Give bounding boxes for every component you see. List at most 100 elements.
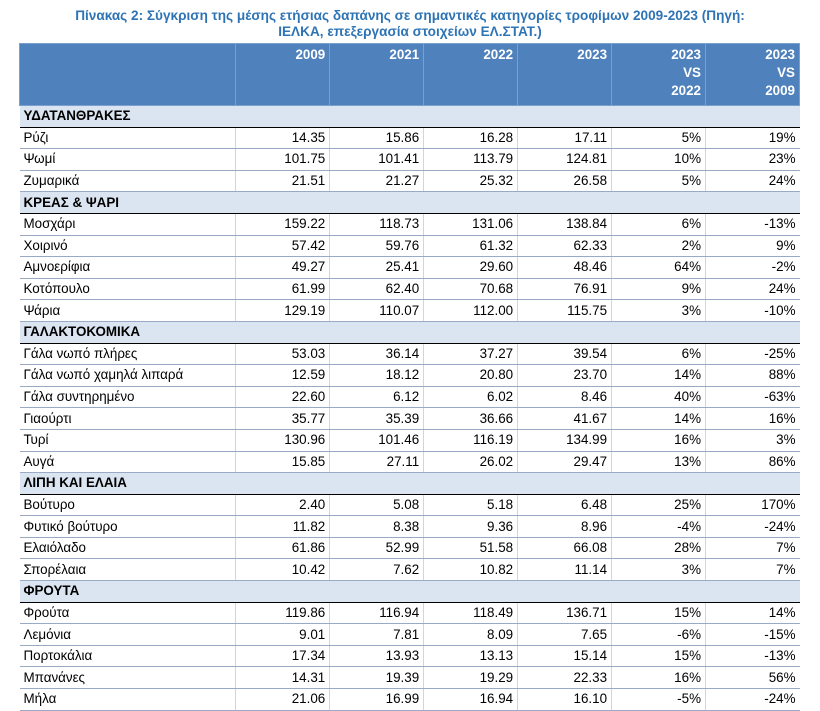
value-2021: 15.86 xyxy=(329,127,425,150)
change-vs-2009: 3% xyxy=(705,429,800,452)
value-2023: 16.10 xyxy=(517,688,613,711)
table-row: Μοσχάρι 159.22 118.73 131.06 138.84 6% -13% xyxy=(19,213,800,236)
value-2022: 51.58 xyxy=(423,537,519,560)
value-2023: 8.96 xyxy=(517,515,613,538)
value-2009: 17.34 xyxy=(235,645,331,668)
value-2009: 130.96 xyxy=(235,429,331,452)
category-title: ΛΙΠΗ ΚΑΙ ΕΛΑΙΑ xyxy=(19,472,800,495)
value-2022: 116.19 xyxy=(423,429,519,452)
category-title: ΥΔΑΤΑΝΘΡΑΚΕΣ xyxy=(19,105,800,128)
caption-line-1: Πίνακας 2: Σύγκριση της μέσης ετήσιας δα… xyxy=(75,8,745,23)
value-2022: 8.09 xyxy=(423,623,519,646)
food-expenditure-table: 2009 2021 2022 2023 2023 VS 2022 2023 VS… xyxy=(18,43,801,711)
change-vs-2009: 170% xyxy=(705,494,800,517)
header-2022: 2022 xyxy=(423,43,519,106)
value-2009: 35.77 xyxy=(235,407,331,430)
value-2022: 112.00 xyxy=(423,299,519,322)
food-name: Γάλα συντηρημένο xyxy=(19,386,237,409)
value-2009: 22.60 xyxy=(235,386,331,409)
value-2009: 21.51 xyxy=(235,170,331,193)
table-row: Ζυμαρικά 21.51 21.27 25.32 26.58 5% 24% xyxy=(19,170,800,193)
table-body: ΥΔΑΤΑΝΘΡΑΚΕΣ Ρύζι 14.35 15.86 16.28 17.11 5% 19… xyxy=(19,105,800,711)
change-vs-2009: 7% xyxy=(705,537,800,560)
value-2021: 110.07 xyxy=(329,299,425,322)
change-vs-2022: 9% xyxy=(611,278,706,301)
change-vs-2022: 15% xyxy=(611,602,706,625)
table-row: Μήλα 21.06 16.99 16.94 16.10 -5% -24% xyxy=(19,688,800,711)
category-row: ΚΡΕΑΣ & ΨΑΡΙ xyxy=(19,191,800,214)
food-name: Γιαούρτι xyxy=(19,407,237,430)
change-vs-2022: 14% xyxy=(611,364,706,387)
value-2023: 6.48 xyxy=(517,494,613,517)
food-name: Ελαιόλαδο xyxy=(19,537,237,560)
value-2021: 25.41 xyxy=(329,256,425,279)
value-2021: 36.14 xyxy=(329,343,425,366)
value-2009: 119.86 xyxy=(235,602,331,625)
change-vs-2009: -24% xyxy=(705,515,800,538)
caption-line-2: ΙΕΛΚΑ, επεξεργασία στοιχείων ΕΛ.ΣΤΑΤ.) xyxy=(278,24,542,39)
value-2009: 15.85 xyxy=(235,451,331,474)
change-vs-2022: 13% xyxy=(611,451,706,474)
category-row: ΓΑΛΑΚΤΟΚΟΜΙΚΑ xyxy=(19,320,800,344)
value-2023: 8.46 xyxy=(517,386,613,409)
table-row: Σπορέλαια 10.42 7.62 10.82 11.14 3% 7% xyxy=(19,558,800,582)
value-2022: 118.49 xyxy=(423,602,519,625)
header-row: 2009 2021 2022 2023 2023 VS 2022 2023 VS… xyxy=(18,43,801,106)
food-name: Σπορέλαια xyxy=(19,558,237,582)
value-2009: 61.99 xyxy=(235,278,331,301)
change-vs-2009: 56% xyxy=(705,666,800,690)
value-2021: 8.38 xyxy=(329,515,425,538)
change-vs-2022: -5% xyxy=(611,688,706,711)
table-row: Χοιρινό 57.42 59.76 61.32 62.33 2% 9% xyxy=(19,235,800,258)
value-2023: 22.33 xyxy=(517,666,613,690)
value-2009: 10.42 xyxy=(235,558,331,582)
value-2022: 10.82 xyxy=(423,558,519,582)
change-vs-2022: 3% xyxy=(611,299,706,322)
value-2023: 39.54 xyxy=(517,343,613,366)
value-2023: 76.91 xyxy=(517,278,613,301)
change-vs-2022: 10% xyxy=(611,148,706,171)
change-vs-2009: -24% xyxy=(705,688,800,711)
table-row: Γάλα νωπό χαμηλά λιπαρά 12.59 18.12 20.80 23… xyxy=(19,364,800,387)
food-name: Ψωμί xyxy=(19,148,237,171)
table-row: Αμνοερίφια 49.27 25.41 29.60 48.46 64% -2% xyxy=(19,256,800,279)
table-row: Ελαιόλαδο 61.86 52.99 51.58 66.08 28% 7% xyxy=(19,537,800,560)
value-2022: 26.02 xyxy=(423,451,519,474)
value-2022: 16.94 xyxy=(423,688,519,711)
table-row: Φρούτα 119.86 116.94 118.49 136.71 15% 14% xyxy=(19,602,800,625)
change-vs-2009: 23% xyxy=(705,148,800,171)
change-vs-2022: -6% xyxy=(611,623,706,646)
value-2009: 11.82 xyxy=(235,515,331,538)
value-2009: 61.86 xyxy=(235,537,331,560)
table-row: Αυγά 15.85 27.11 26.02 29.47 13% 86% xyxy=(19,451,800,474)
value-2021: 7.62 xyxy=(329,558,425,582)
value-2022: 29.60 xyxy=(423,256,519,279)
food-name: Φυτικό βούτυρο xyxy=(19,515,237,538)
value-2021: 118.73 xyxy=(329,213,425,236)
value-2023: 7.65 xyxy=(517,623,613,646)
food-name: Ρύζι xyxy=(19,127,237,150)
change-vs-2009: -2% xyxy=(705,256,800,279)
table-row: Βούτυρο 2.40 5.08 5.18 6.48 25% 170% xyxy=(19,494,800,517)
change-vs-2022: 15% xyxy=(611,645,706,668)
category-title: ΓΑΛΑΚΤΟΚΟΜΙΚΑ xyxy=(19,320,800,344)
value-2021: 52.99 xyxy=(329,537,425,560)
category-title: ΚΡΕΑΣ & ΨΑΡΙ xyxy=(19,191,800,214)
change-vs-2009: 9% xyxy=(705,235,800,258)
value-2023: 136.71 xyxy=(517,602,613,625)
value-2021: 6.12 xyxy=(329,386,425,409)
value-2022: 20.80 xyxy=(423,364,519,387)
food-name: Χοιρινό xyxy=(19,235,237,258)
value-2009: 53.03 xyxy=(235,343,331,366)
table-row: Ψάρια 129.19 110.07 112.00 115.75 3% -10% xyxy=(19,299,800,322)
food-name: Ζυμαρικά xyxy=(19,170,237,193)
table-row: Φυτικό βούτυρο 11.82 8.38 9.36 8.96 -4% -24% xyxy=(19,515,800,538)
value-2021: 101.46 xyxy=(329,429,425,452)
change-vs-2009: 88% xyxy=(705,364,800,387)
change-vs-2009: 7% xyxy=(705,558,800,582)
table-row: Κοτόπουλο 61.99 62.40 70.68 76.91 9% 24% xyxy=(19,278,800,301)
food-name: Λεμόνια xyxy=(19,623,237,646)
change-vs-2022: 64% xyxy=(611,256,706,279)
value-2022: 70.68 xyxy=(423,278,519,301)
value-2021: 116.94 xyxy=(329,602,425,625)
